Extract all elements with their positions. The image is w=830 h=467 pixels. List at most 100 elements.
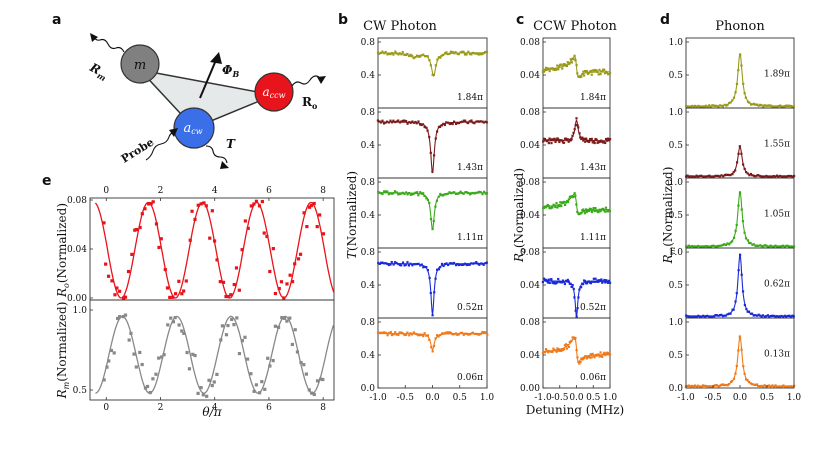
d-plot-data-point-2-58 — [774, 244, 777, 247]
b-plot-data-point-2-10 — [392, 192, 395, 195]
b-plot-data-point-4-8 — [389, 330, 392, 334]
b-plot-data-point-4-35 — [431, 350, 434, 353]
b-plot-data-point-3-40 — [439, 266, 442, 269]
d-plot-data-point-3-35 — [738, 253, 742, 256]
e-bottom-data-point-31 — [187, 367, 192, 371]
e-bottom-data-point-72 — [302, 363, 306, 367]
e-bottom-data-point-54 — [252, 389, 256, 393]
c-plot-data-point-1-48 — [587, 140, 591, 143]
d-plot-data-point-2-69 — [791, 245, 794, 248]
d-plot-data-point-4-61 — [779, 385, 782, 388]
b-plot-data-point-0-70 — [485, 50, 489, 54]
e-top-data-point-46 — [229, 293, 233, 297]
c-plot-ytick-label-0-1: 0.04 — [520, 71, 540, 81]
c-plot-data-point-1-10 — [551, 138, 554, 141]
d-plot-data-point-3-57 — [772, 314, 776, 318]
c-plot-data-point-3-47 — [586, 280, 589, 283]
c-plot-data-point-2-66 — [604, 206, 608, 209]
d-plot-data-point-1-22 — [718, 175, 721, 178]
d-plot-data-point-0-63 — [782, 105, 785, 108]
e-bottom-data-point-73 — [304, 372, 308, 376]
b-plot-data-point-0-44 — [445, 51, 448, 54]
d-plot-data-point-3-61 — [778, 315, 782, 318]
e-top-data-point-14 — [140, 212, 144, 216]
b-plot-data-point-3-25 — [415, 262, 418, 266]
b-plot-subplot-0: 0.4 0.8 1.84π — [361, 37, 489, 109]
b-plot-data-point-4-39 — [437, 335, 440, 338]
d-plot-data-point-0-39 — [744, 96, 748, 99]
b-plot-data-point-3-69 — [484, 262, 487, 265]
d-plot-data-point-2-4 — [691, 244, 694, 248]
b-plot-data-point-2-39 — [437, 195, 440, 198]
d-plot-data-point-1-47 — [757, 174, 760, 177]
c-plot-data-point-2-18 — [559, 201, 562, 204]
d-plot-data-point-2-68 — [789, 245, 793, 248]
b-plot-data-point-1-26 — [417, 120, 420, 123]
d-plot-data-point-1-70 — [793, 174, 796, 178]
d-plot-data-point-1-39 — [745, 170, 748, 174]
b-plot-data-point-1-49 — [452, 120, 456, 123]
c-plot-data-point-1-70 — [608, 138, 612, 141]
b-plot-data-point-3-17 — [403, 264, 406, 267]
c-plot-data-point-1-3 — [544, 139, 547, 142]
d-plot-data-point-4-60 — [777, 385, 780, 388]
d-plot-data-point-4-53 — [766, 384, 769, 388]
b-plot-data-point-2-28 — [420, 192, 423, 195]
d-plot-ytick-label-4-1: 0.5 — [669, 351, 684, 361]
c-plot-data-point-2-1 — [542, 206, 546, 210]
b-plot-data-point-2-63 — [474, 191, 477, 194]
d-plot-data-point-1-17 — [711, 175, 714, 178]
b-plot-data-point-1-70 — [485, 121, 488, 124]
b-plot-data-point-1-15 — [400, 120, 403, 123]
b-plot-data-point-3-42 — [442, 264, 445, 268]
panel-letter-c: c — [516, 12, 524, 28]
b-plot-data-point-2-29 — [422, 192, 425, 195]
d-plot-data-point-4-48 — [758, 385, 762, 388]
c-plot-data-point-3-31 — [571, 283, 574, 287]
b-plot-data-point-3-31 — [425, 265, 428, 269]
c-plot-data-point-1-46 — [585, 139, 589, 142]
d-plot-data-point-1-37 — [742, 163, 745, 166]
e-top-data-point-69 — [293, 262, 297, 266]
d-plot-data-point-2-60 — [777, 245, 780, 248]
d-plot-data-point-1-36 — [740, 152, 743, 155]
c-plot-data-point-2-14 — [555, 201, 558, 205]
e-top-data-point-8 — [123, 295, 128, 299]
b-plot-data-point-0-45 — [446, 53, 449, 56]
d-plot-data-point-3-45 — [754, 314, 757, 317]
b-plot-data-point-3-15 — [400, 264, 403, 267]
d-plot-data-point-4-11 — [701, 384, 705, 387]
e-bottom-data-point-58 — [263, 387, 267, 391]
c-plot-data-point-2-15 — [556, 206, 559, 209]
b-plot-xtick-label-4: 1.0 — [480, 393, 495, 403]
d-plot-ytick-label-2-2: 1.0 — [669, 178, 684, 188]
b-plot-data-point-0-25 — [415, 54, 419, 57]
d-plot-xtick-label-3: 0.5 — [760, 393, 775, 403]
c-plot-data-point-3-48 — [587, 280, 591, 283]
d-plot-data-point-0-20 — [715, 104, 718, 108]
e-top-data-point-53 — [249, 204, 253, 208]
c-plot-data-point-4-50 — [589, 353, 592, 356]
e-xtick-bottom-label-2: 4 — [212, 403, 218, 413]
c-plot-data-point-2-52 — [591, 208, 594, 211]
b-plot-data-point-0-35 — [431, 73, 434, 76]
d-plot-subplot-0: 0.5 1.0 1.89π — [669, 37, 796, 109]
b-plot-data-point-0-53 — [459, 51, 462, 54]
c-plot-data-point-1-31 — [571, 134, 574, 137]
d-plot-ytick-label-0-1: 0.5 — [669, 71, 684, 81]
c-plot-xtick-label-4: 1.0 — [603, 393, 618, 403]
c-plot-data-point-4-51 — [590, 356, 593, 359]
d-plot-phase-label-4: 0.13π — [764, 350, 790, 360]
b-plot-data-point-0-34 — [429, 64, 432, 67]
d-plot-data-point-0-48 — [759, 103, 762, 106]
d-plot-data-point-1-10 — [700, 174, 703, 177]
c-plot-data-point-0-28 — [568, 62, 571, 65]
b-plot-data-point-1-44 — [445, 121, 448, 124]
e-bottom-data-point-40 — [212, 380, 216, 384]
c-plot-data-point-2-36 — [576, 210, 579, 214]
b-plot-data-point-0-61 — [471, 51, 474, 55]
e-top-data-point-48 — [234, 266, 239, 270]
b-plot-data-point-4-41 — [440, 332, 444, 335]
d-plot-data-point-2-56 — [771, 245, 774, 248]
c-plot-data-point-4-3 — [544, 348, 548, 351]
